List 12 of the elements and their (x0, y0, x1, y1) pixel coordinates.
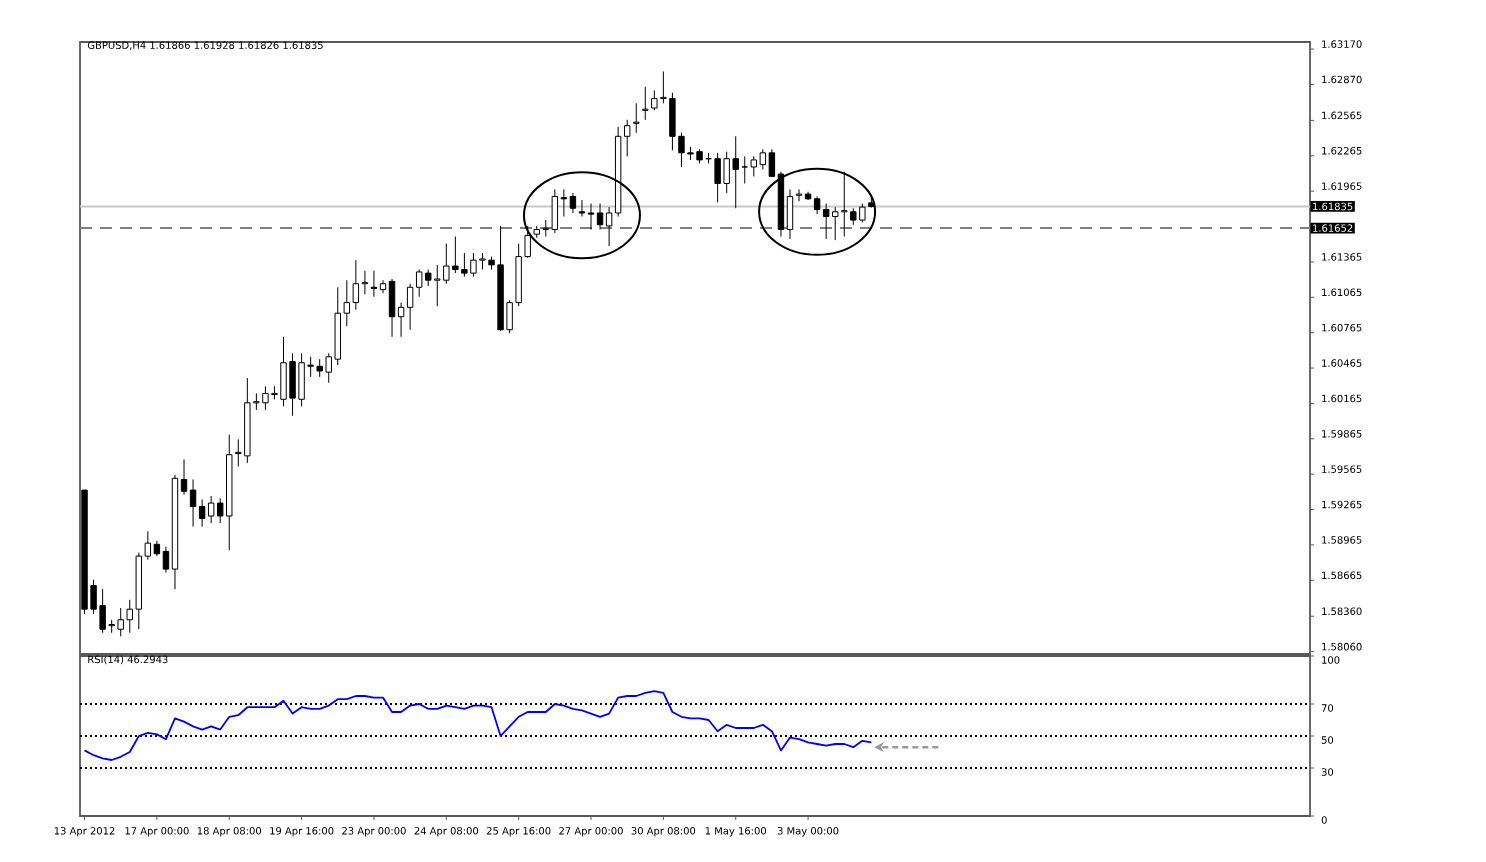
candlestick (596, 203, 604, 230)
candlestick (633, 102, 640, 134)
candlestick (750, 155, 758, 177)
candlestick (388, 278, 396, 338)
candlestick (361, 270, 369, 295)
candlestick (795, 188, 803, 202)
candlestick (189, 478, 197, 528)
candlestick (587, 203, 595, 230)
candlestick (642, 86, 649, 121)
candlestick (578, 199, 586, 218)
candlestick (370, 270, 378, 298)
candlestick (569, 192, 577, 214)
